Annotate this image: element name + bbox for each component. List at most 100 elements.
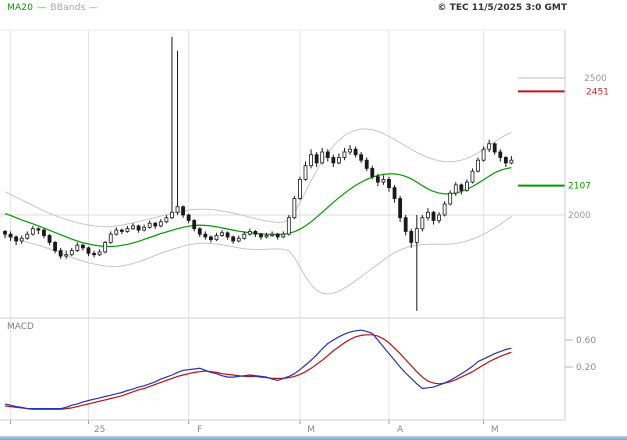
candle-body: [431, 211, 436, 221]
candle-body: [25, 233, 30, 239]
candle-body: [509, 159, 514, 164]
bollinger-bands-series: [4, 128, 512, 295]
candle-body: [64, 254, 69, 257]
candle-body: [359, 154, 364, 161]
candle-body: [470, 170, 475, 183]
candle-body: [69, 250, 74, 256]
candle-body: [214, 235, 219, 241]
candle-body: [303, 165, 308, 180]
candle-body: [398, 198, 403, 219]
price-axis-label: 2000: [568, 211, 591, 221]
bb-upper-line: [4, 128, 512, 228]
candle-body: [175, 206, 180, 213]
macd-series: [4, 329, 512, 410]
candle-body: [298, 178, 302, 199]
candle-body: [442, 203, 447, 216]
macd-axis-label: 0.20: [576, 363, 596, 373]
pane-borders: [0, 29, 566, 421]
x-axis-label: M: [307, 425, 315, 435]
candle-body: [242, 233, 247, 239]
ma20-legend-label: MA20: [7, 3, 34, 13]
x-axis-label: F: [197, 425, 202, 435]
x-axis-label: M: [491, 425, 499, 435]
macd-pane-label: MACD: [7, 322, 34, 332]
candle-body: [476, 159, 480, 172]
ma20-series: [4, 167, 512, 248]
candle-body: [247, 231, 252, 235]
macd-line: [4, 329, 512, 410]
candle-body: [58, 250, 63, 257]
candlestick-series: [3, 36, 514, 311]
candle-body: [14, 236, 19, 242]
footer-bar: [0, 436, 627, 440]
candle-body: [53, 241, 57, 252]
candle-body: [125, 228, 130, 232]
candle-body: [292, 198, 297, 219]
candle-body: [131, 225, 135, 230]
candle-body: [481, 148, 486, 161]
macd-axis-labels: 0.60 0.20: [565, 336, 596, 373]
candle-body: [8, 233, 13, 238]
candle-body: [498, 151, 503, 158]
candle-body: [142, 226, 147, 231]
candle-body: [158, 221, 163, 227]
candle-body: [414, 228, 419, 243]
candle-body: [36, 228, 41, 231]
candle-body: [97, 251, 102, 256]
candle-body: [464, 181, 469, 191]
candle-body: [19, 237, 24, 242]
candle-body: [30, 228, 35, 235]
candle-body: [370, 168, 375, 178]
x-axis-label: A: [397, 425, 404, 435]
candle-body: [264, 235, 269, 238]
bbands-legend-dash: —: [88, 3, 98, 13]
legend: MA20— BBands —: [7, 3, 101, 13]
price-axis-label: 2451: [586, 87, 609, 97]
candle-body: [170, 211, 174, 219]
bbands-legend-label: BBands: [50, 3, 86, 13]
candle-body: [186, 214, 191, 221]
candle-body: [403, 217, 408, 232]
candle-body: [103, 241, 108, 253]
candle-body: [181, 206, 185, 216]
candle-body: [203, 233, 208, 238]
candle-body: [381, 178, 386, 183]
candle-body: [453, 184, 458, 194]
ma20-legend-dash: —: [37, 3, 47, 13]
price-level-lines: [518, 77, 565, 187]
candle-body: [336, 157, 341, 164]
candle-body: [231, 236, 236, 242]
candle-body: [325, 151, 330, 158]
candle-body: [86, 247, 91, 254]
candle-body: [119, 229, 124, 232]
price-axis-labels: 2500 2451 2107 2000: [568, 74, 609, 221]
candle-body: [309, 154, 313, 167]
candle-body: [92, 252, 96, 256]
candle-body: [3, 231, 7, 235]
candle-body: [197, 228, 202, 235]
bb-lower-line: [4, 215, 512, 295]
price-axis-label: 2500: [584, 74, 607, 84]
candle-body: [437, 214, 441, 221]
candle-body: [164, 217, 169, 223]
candle-body: [387, 178, 391, 188]
price-axis-label: 2107: [568, 182, 591, 192]
candle-body: [448, 192, 453, 205]
candle-body: [220, 232, 224, 236]
candle-body: [259, 233, 263, 238]
candle-body: [375, 176, 380, 183]
candle-body: [503, 157, 508, 164]
candle-body: [409, 231, 414, 243]
x-axis-label: 25: [94, 425, 105, 435]
candle-body: [314, 154, 319, 164]
candle-body: [286, 217, 291, 235]
x-axis-labels: 25 F M A M: [10, 420, 499, 435]
candle-body: [353, 148, 358, 156]
candle-body: [147, 222, 152, 228]
candle-body: [153, 222, 158, 227]
candle-body: [281, 233, 286, 238]
candle-body: [136, 225, 141, 231]
candle-body: [253, 231, 258, 235]
